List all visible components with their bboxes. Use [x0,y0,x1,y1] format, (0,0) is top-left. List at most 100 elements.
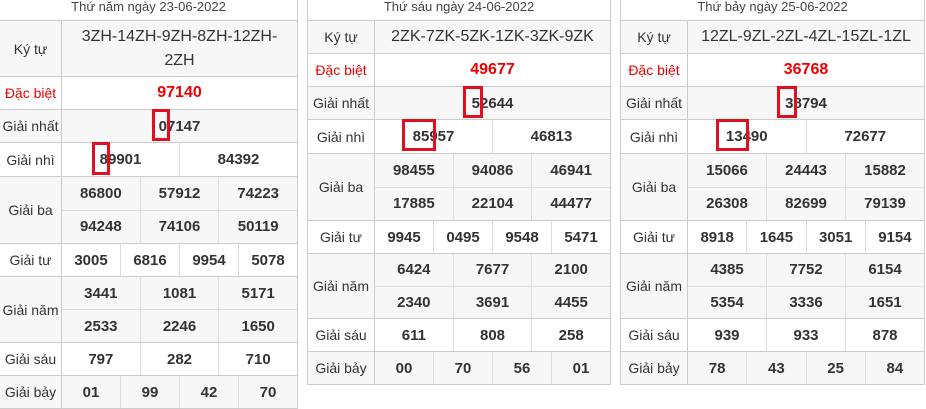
table-date-header: Thứ năm ngày 23-06-2022 [0,0,297,21]
prize-number: 36768 [783,61,829,78]
prize-number: 70 [238,376,297,408]
prize-row: Ký tự 12ZL-9ZL-2ZL-4ZL-15ZL-1ZL [621,21,924,54]
prize-number: 933 [766,319,845,351]
prize-number: 2100 [531,254,610,286]
prize-number: 282 [139,343,219,375]
prize-row: Giải ba 15066 24443 15882 26308 82699 79139 [621,154,924,221]
prize-number: 3051 [805,221,865,253]
prize-label: Giải sáu [0,343,62,375]
prize-row: Giải sáu 939 933 878 [621,319,924,352]
prize-number: 1650 [218,310,297,342]
prize-number: 94086 [452,154,532,187]
prize-label: Giải nhì [308,120,375,153]
prize-number: 38794 [785,94,827,112]
prize-number: 5471 [551,221,610,253]
prize-number: 3005 [74,251,108,269]
highlight-box [463,86,483,118]
prize-number: 07147 [158,117,201,135]
table-date-header: Thứ sáu ngày 24-06-2022 [308,0,610,21]
prize-number: 89901 [99,151,142,168]
prize-number: 52644 [471,94,514,112]
prize-label: Giải tư [0,244,62,276]
prize-number: 6816 [120,244,179,276]
prize-number: 25 [805,352,865,384]
prize-number: 74223 [218,177,297,210]
prize-label: Giải nhì [0,143,62,176]
prize-label: Giải nhất [621,87,688,119]
prize-number: 2246 [139,310,219,342]
prize-number: 8918 [700,228,734,246]
prize-row: Giải bảy 00 70 56 01 [308,352,610,385]
prize-number: 4455 [531,286,610,318]
prize-number: 86800 [79,184,122,202]
prize-label: Giải ba [308,154,375,220]
prize-number: 72677 [805,120,925,153]
prize-row: Giải tư 3005 6816 9954 5078 [0,244,297,277]
prize-number: 0495 [433,221,492,253]
prize-number: 710 [218,343,297,375]
prize-number: 46941 [531,154,610,187]
prize-number: 9548 [492,221,551,253]
prize-number: 1651 [845,286,924,318]
prize-label: Giải nhất [308,87,375,119]
results-table: Thứ sáu ngày 24-06-2022 Ký tự 2ZK-7ZK-5ZK-… [307,0,611,385]
highlight-box [152,109,170,141]
prize-number: 82699 [766,187,845,220]
prize-row: Giải sáu 611 808 258 [308,319,610,352]
prize-number: 2340 [397,293,431,311]
prize-label: Giải bảy [308,352,375,384]
results-table: Thứ bảy ngày 25-06-2022 Ký tự 12ZL-9ZL-2ZL… [620,0,925,385]
prize-label: Giải ba [621,154,688,220]
prize-number: 3441 [84,284,118,302]
prize-label: Ký tự [621,21,688,53]
prize-row: Giải bảy 01 99 42 70 [0,376,297,409]
prize-label: Giải nhất [0,110,62,142]
prize-label: Đặc biệt [308,54,375,86]
prize-number: 50119 [218,210,297,243]
prize-number: 15882 [845,154,924,187]
prize-row: Giải sáu 797 282 710 [0,343,297,376]
prize-number: 98455 [392,161,435,179]
prize-number: 01 [82,383,100,401]
prize-number: 01 [551,352,610,384]
prize-row: Giải nhất 52644 [308,87,610,120]
prize-label: Giải bảy [621,352,688,384]
prize-number: 49677 [470,61,515,78]
prize-row: Đặc biệt 49677 [308,54,610,87]
prize-row: Giải ba 98455 94086 46941 17885 22104 44477 [308,154,610,221]
prize-row: Đặc biệt 97140 [0,77,297,110]
prize-label: Ký tự [0,21,62,76]
ticket-codes: 12ZL-9ZL-2ZL-4ZL-15ZL-1ZL [701,28,911,45]
prize-number: 17885 [392,195,435,213]
prize-number: 878 [845,319,924,351]
table-date-header: Thứ bảy ngày 25-06-2022 [621,0,924,21]
prize-number: 9945 [387,228,421,246]
prize-row: Giải tư 8918 1645 3051 9154 [621,221,924,254]
prize-number: 1645 [746,221,805,253]
prize-number: 611 [401,326,426,344]
prize-label: Ký tự [308,21,375,53]
highlight-box [92,142,110,175]
prize-label: Giải năm [621,254,688,318]
prize-row: Giải nhì 89901 84392 [0,143,297,177]
prize-number: 99 [120,376,179,408]
prize-label: Giải ba [0,177,62,243]
prize-number: 3691 [452,286,532,318]
results-table: Thứ năm ngày 23-06-2022 Ký tự 3ZH-14ZH-9ZH… [0,0,298,409]
prize-number: 939 [714,326,740,344]
prize-row: Giải tư 9945 0495 9548 5471 [308,221,610,254]
prize-number: 26308 [706,195,748,213]
prize-label: Giải sáu [308,319,375,351]
prize-number: 00 [395,359,413,377]
prize-number: 84 [864,352,924,384]
prize-number: 57912 [139,177,219,210]
prize-row: Giải năm 4385 7752 6154 5354 3336 1651 [621,254,924,319]
prize-number: 44477 [531,187,610,220]
ticket-codes: 3ZH-14ZH-9ZH-8ZH-12ZH-2ZH [81,27,278,69]
highlight-box [402,119,436,151]
prize-number: 9954 [179,244,238,276]
prize-row: Giải nhì 85957 46813 [308,120,610,154]
prize-row: Ký tự 3ZH-14ZH-9ZH-8ZH-12ZH-2ZH [0,21,297,77]
prize-number: 7752 [766,254,845,286]
prize-number: 74106 [139,210,219,243]
